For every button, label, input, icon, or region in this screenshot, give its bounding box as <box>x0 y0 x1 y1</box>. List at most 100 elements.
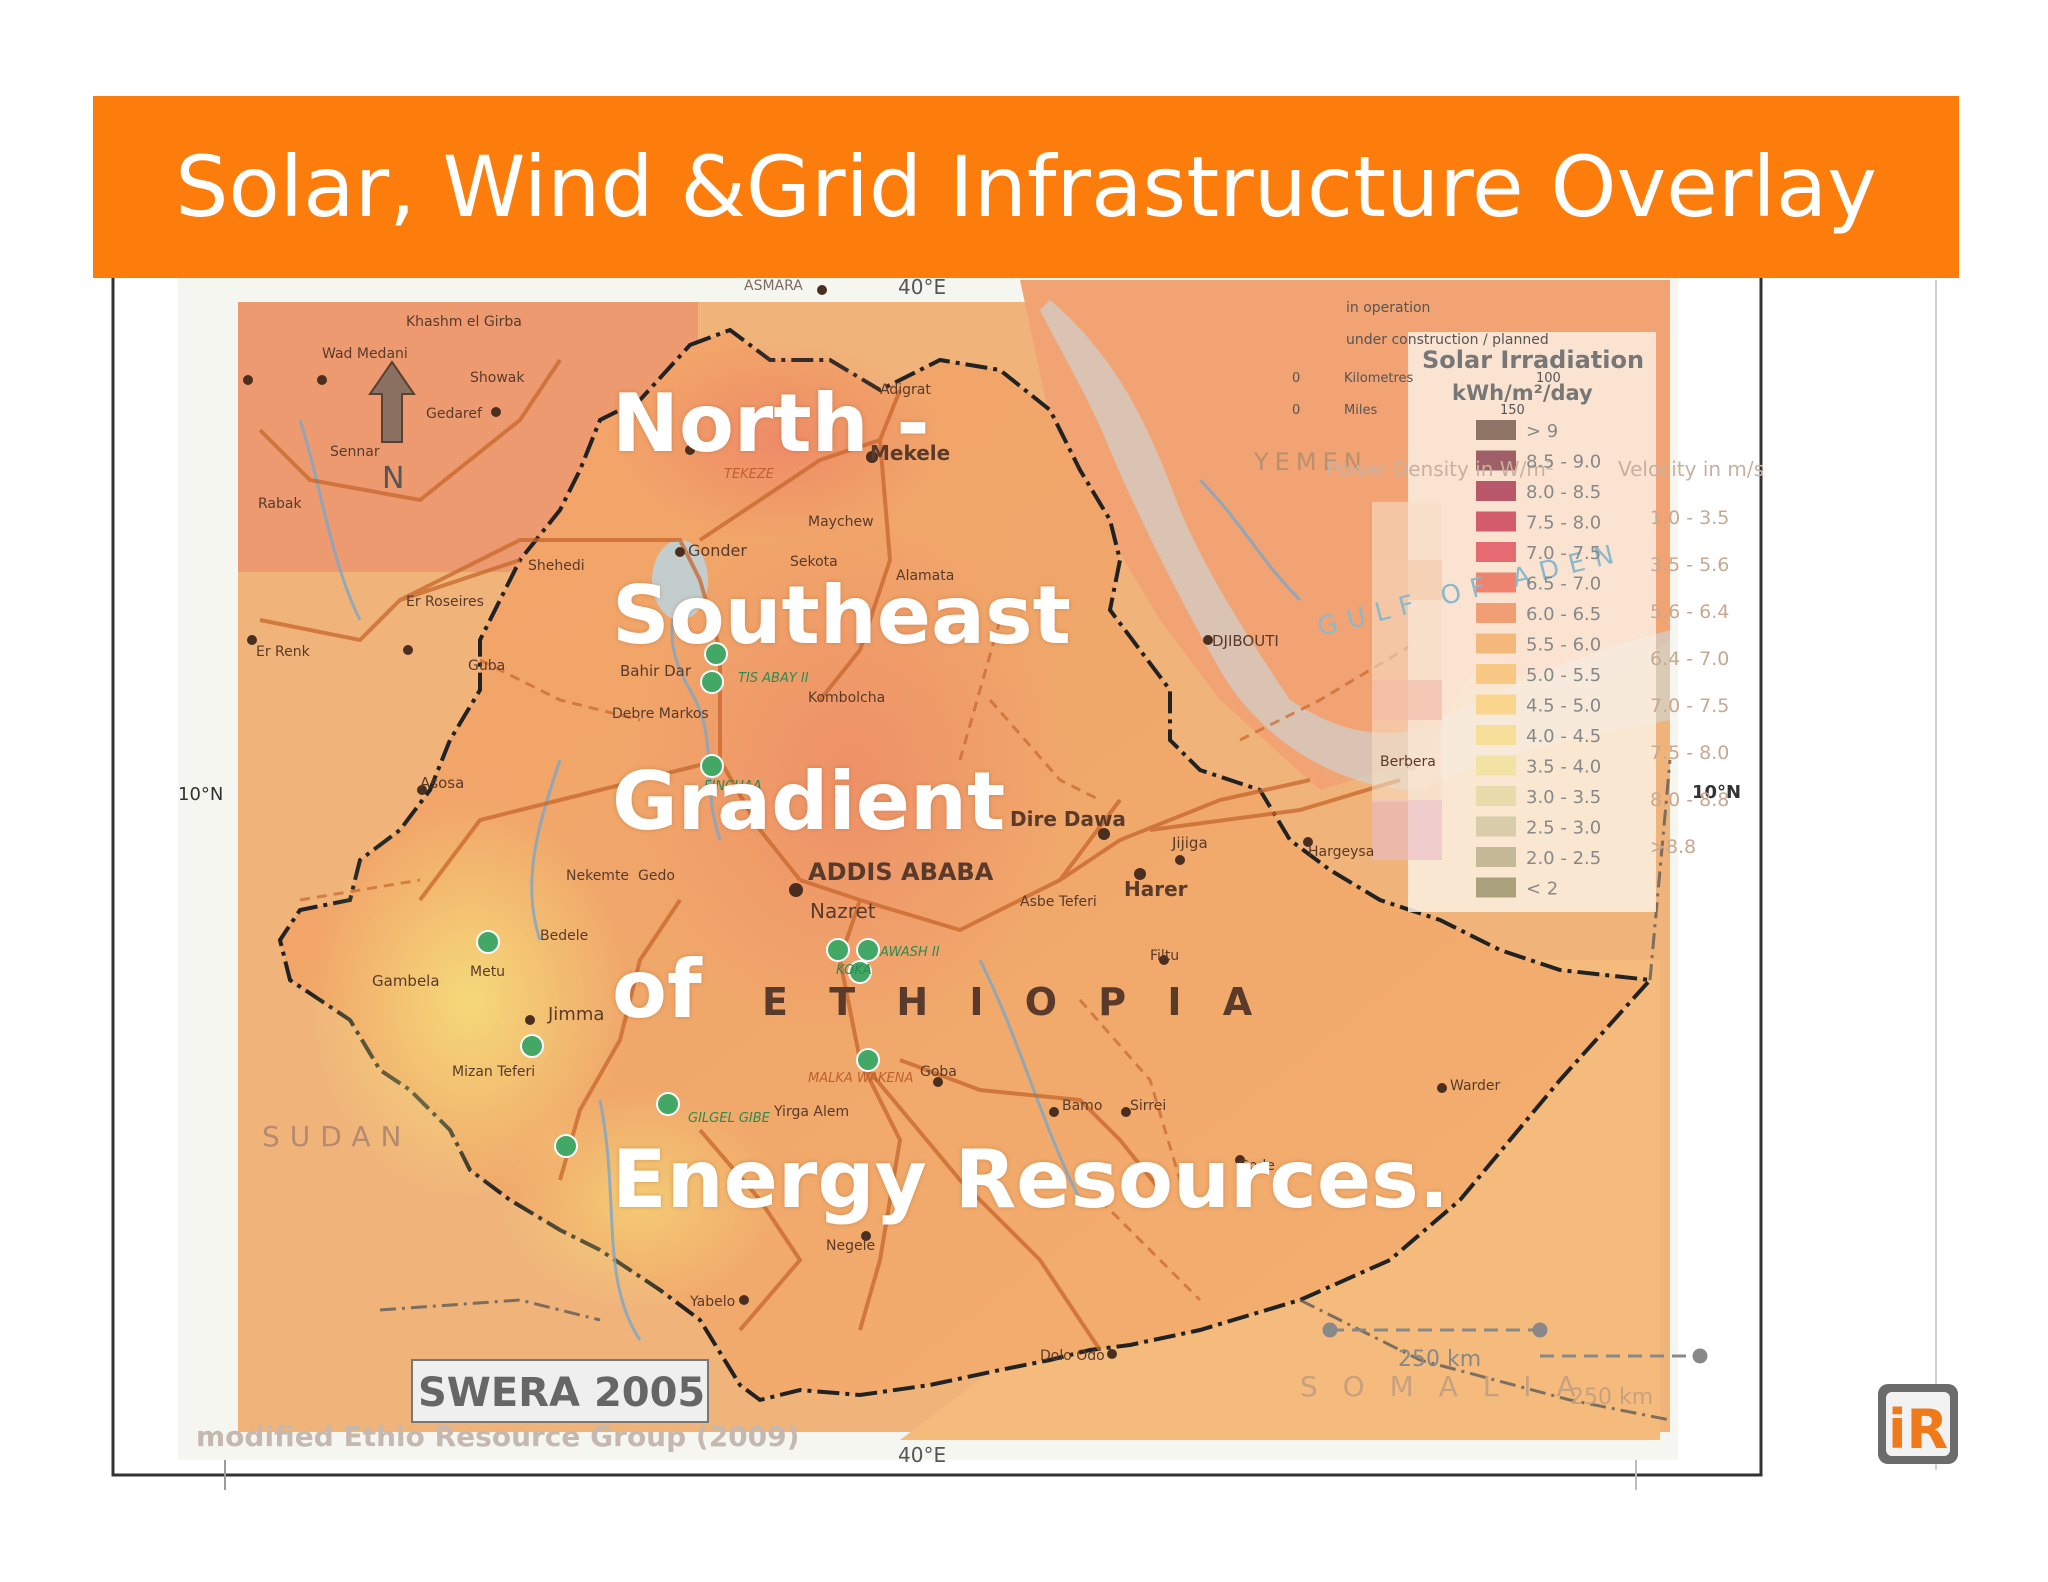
plant-koka: KOKA <box>836 963 872 978</box>
overlay-line-5: Energy Resources. <box>612 1133 1450 1226</box>
city-yabelo: Yabelo <box>689 1294 735 1310</box>
scale-k100: 100 <box>1536 371 1561 386</box>
legend-label: 2.5 - 3.0 <box>1526 818 1601 839</box>
city-nazret: Nazret <box>810 899 876 923</box>
velocity-labels: 1.0 - 3.5 3.5 - 5.6 5.6 - 6.4 6.4 - 7.0 7.0 … <box>1650 507 1729 858</box>
grid-lines <box>258 358 1401 1352</box>
scale-kilometres: Kilometres <box>1344 371 1414 386</box>
overlay-line-4: of <box>612 943 702 1036</box>
plant-tis-abay: TIS ABAY II <box>738 671 809 686</box>
overlay-line-2: Southeast <box>612 569 1071 662</box>
north-arrow <box>368 360 416 443</box>
city-negele: Negele <box>826 1238 875 1254</box>
plant-malka: MALKA WAKENA <box>808 1071 913 1086</box>
legend-label: > 9 <box>1526 421 1558 442</box>
legend-label: 6.5 - 7.0 <box>1526 574 1601 595</box>
legend-label: 3.5 - 4.0 <box>1526 757 1601 778</box>
legend-swatch <box>1476 694 1516 715</box>
legend-label: 5.5 - 6.0 <box>1526 635 1601 656</box>
city-nekemte: Nekemte <box>566 868 629 884</box>
logo-text: iR <box>1888 1398 1948 1461</box>
city-berbera: Berbera <box>1380 754 1436 770</box>
city-sekota: Sekota <box>790 554 838 570</box>
city-rabak: Rabak <box>258 496 302 512</box>
map-labels: E T H I O P I A SUDAN S O M A L I A YEME… <box>178 275 1948 1467</box>
scale-m0: 0 <box>1292 403 1300 418</box>
city-djibouti: DJIBOUTI <box>1212 632 1279 650</box>
legend-swatch <box>1476 755 1516 776</box>
city-er-renk: Er Renk <box>256 644 311 660</box>
city-jijiga: Jijiga <box>1171 834 1208 852</box>
velocity-label: 7.0 - 7.5 <box>1650 695 1729 717</box>
plant-tekeze: TEKEZE <box>724 467 775 482</box>
city-addis: ADDIS ABABA <box>808 858 994 886</box>
legend-label: 2.0 - 2.5 <box>1526 848 1601 869</box>
legend-swatches <box>1476 420 1516 898</box>
scale-m150: 150 <box>1500 403 1525 418</box>
legend-label: 6.0 - 6.5 <box>1526 604 1601 625</box>
source-credit: modified Ethio Resource Group (2009) <box>196 1420 799 1453</box>
lines-in-operation: in operation <box>1346 300 1430 316</box>
legend-label: 7.0 - 7.5 <box>1526 543 1601 564</box>
city-gode: Gode <box>1238 1158 1275 1174</box>
city-mizan: Mizan Teferi <box>452 1064 535 1080</box>
country-label: E T H I O P I A <box>762 980 1266 1024</box>
lon-label-top: 40°E <box>898 275 946 299</box>
city-sennar: Sennar <box>330 444 380 460</box>
plant-finchaa: FINCHAA <box>704 779 762 794</box>
legend-swatch <box>1476 450 1516 471</box>
city-kombolcha: Kombolcha <box>808 690 885 706</box>
city-jimma: Jimma <box>547 1004 604 1025</box>
legend-label: 4.5 - 5.0 <box>1526 696 1601 717</box>
scale-bar-label-2: 250 km <box>1570 1385 1653 1410</box>
lon-label-bottom: 40°E <box>898 1443 946 1467</box>
city-maychew: Maychew <box>808 514 874 530</box>
city-mekele: Mekele <box>870 441 950 465</box>
city-asmara: ASMARA <box>744 278 803 294</box>
scale-bar <box>1322 1322 1708 1364</box>
legend-panel <box>1372 332 1656 912</box>
city-wad-medani: Wad Medani <box>322 346 408 362</box>
city-gambela: Gambela <box>372 972 440 990</box>
credit-swera: SWERA 2005 <box>418 1370 705 1416</box>
yemen-label: YEMEN <box>1253 448 1368 476</box>
slide-title: Solar, Wind &Grid Infrastructure Overlay <box>175 138 1877 236</box>
city-gonder: Gonder <box>688 541 747 560</box>
ethiopia-country <box>277 327 1655 1403</box>
velocity-header: Velocity in m/s <box>1618 457 1764 481</box>
legend-swatch <box>1476 664 1516 684</box>
velocity-label: 6.4 - 7.0 <box>1650 648 1729 670</box>
velocity-label: 3.5 - 5.6 <box>1650 554 1729 576</box>
legend-swatch <box>1476 511 1516 532</box>
legend-label: < 2 <box>1526 879 1558 900</box>
city-gedo: Gedo <box>638 868 675 884</box>
plant-awash: AWASH II <box>879 945 940 960</box>
city-bahir-dar: Bahir Dar <box>620 662 692 680</box>
credit-box <box>411 1359 709 1423</box>
city-alamata: Alamata <box>896 568 954 584</box>
legend-label: 8.5 - 9.0 <box>1526 452 1601 473</box>
lat-label-left: 10°N <box>178 784 223 805</box>
city-metu: Metu <box>470 964 505 980</box>
legend-swatch <box>1476 816 1516 837</box>
sudan-label: SUDAN <box>262 1120 411 1153</box>
city-dolo: Dolo Odo <box>1040 1348 1105 1364</box>
legend-label: 7.5 - 8.0 <box>1526 513 1601 534</box>
legend-label: 3.0 - 3.5 <box>1526 787 1601 808</box>
city-warder: Warder <box>1450 1078 1501 1094</box>
velocity-label: 5.6 - 6.4 <box>1650 601 1729 623</box>
city-er-roseires: Er Roseires <box>406 594 484 610</box>
legend-swatch <box>1476 877 1516 898</box>
city-gedaref: Gedaref <box>426 406 483 422</box>
rivers <box>298 419 1302 1341</box>
north-label: N <box>382 461 404 496</box>
title-bar: Solar, Wind &Grid Infrastructure Overlay <box>93 96 1959 278</box>
city-goba: Goba <box>920 1064 957 1080</box>
velocity-label: >8.8 <box>1650 836 1696 858</box>
legend-swatch <box>1476 572 1516 593</box>
city-asosa: Asosa <box>420 774 464 792</box>
city-yirga-alem: Yirga Alem <box>773 1104 849 1120</box>
city-filtu: Filtu <box>1150 948 1179 964</box>
city-bamo: Bamo <box>1062 1098 1102 1114</box>
